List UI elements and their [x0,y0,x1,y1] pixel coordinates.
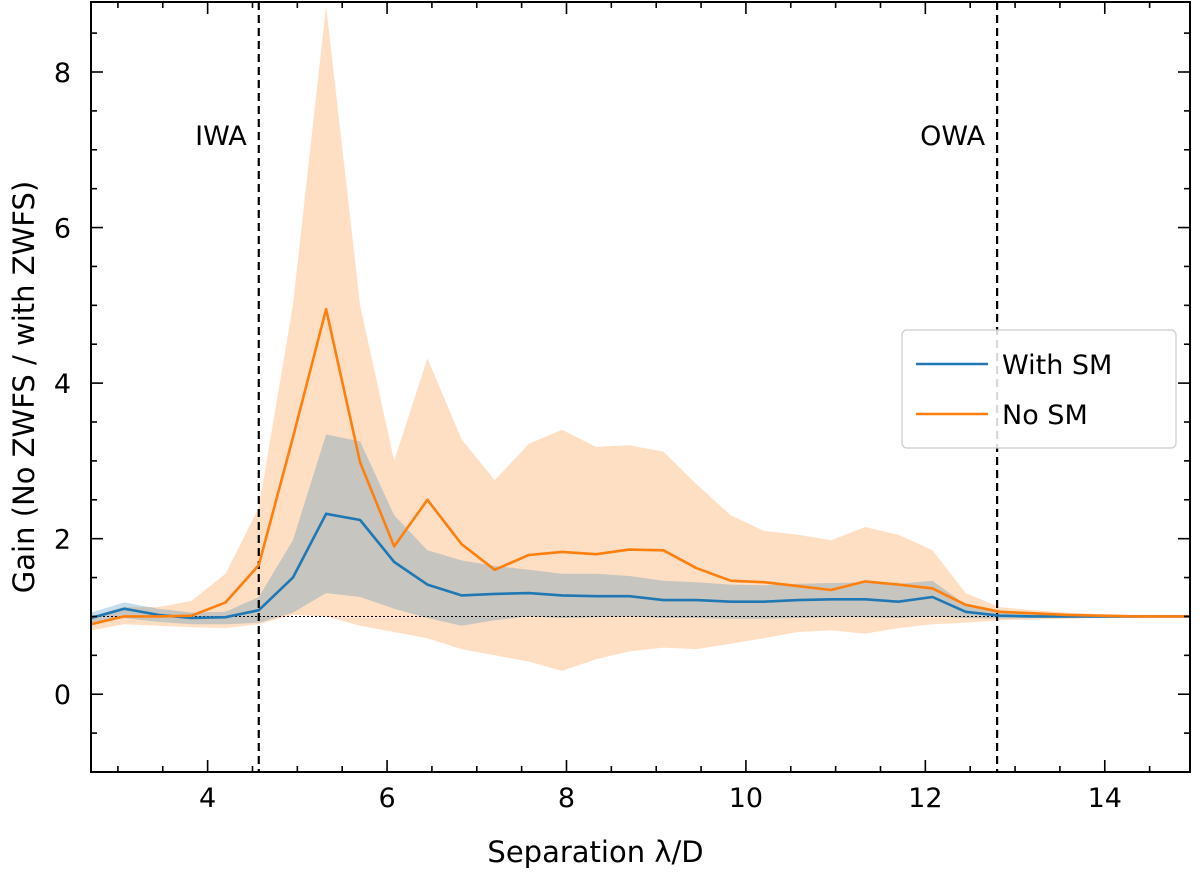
legend: With SM No SM [901,329,1177,449]
confidence-bands [91,5,1190,671]
x-tick-label: 12 [908,783,942,814]
y-tick-label: 6 [54,214,71,245]
ticks: 4 6 8 10 12 14 0 2 4 6 8 [54,2,1190,814]
x-tick-label: 10 [729,783,763,814]
x-axis-label: Separation λ/D [487,835,703,869]
line-with-sm [91,512,1190,620]
band-no-sm [91,5,1190,671]
owa-label: OWA [920,121,985,152]
y-axis-label: Gain (No ZWFS / with ZWFS) [7,181,41,593]
iwa-label: IWA [195,121,247,152]
y-tick-label: 4 [54,369,71,400]
x-tick-label: 4 [199,783,216,814]
line-no-sm [91,307,1190,626]
legend-label-with-sm: With SM [1002,350,1112,381]
y-tick-label: 8 [54,58,71,89]
x-tick-label: 14 [1088,783,1122,814]
y-tick-label: 0 [54,680,71,711]
annotations: IWA OWA [195,121,986,152]
axes [90,1,1191,773]
x-tick-label: 6 [378,783,395,814]
plot-frame [90,1,1191,773]
axis-labels: Separation λ/D Gain (No ZWFS / with ZWFS… [7,181,704,869]
legend-label-no-sm: No SM [1002,400,1088,431]
series-lines [91,307,1190,626]
y-tick-label: 2 [54,525,71,556]
band-with-sm [91,434,1190,626]
legend-box [901,329,1177,449]
x-tick-label: 8 [558,783,575,814]
